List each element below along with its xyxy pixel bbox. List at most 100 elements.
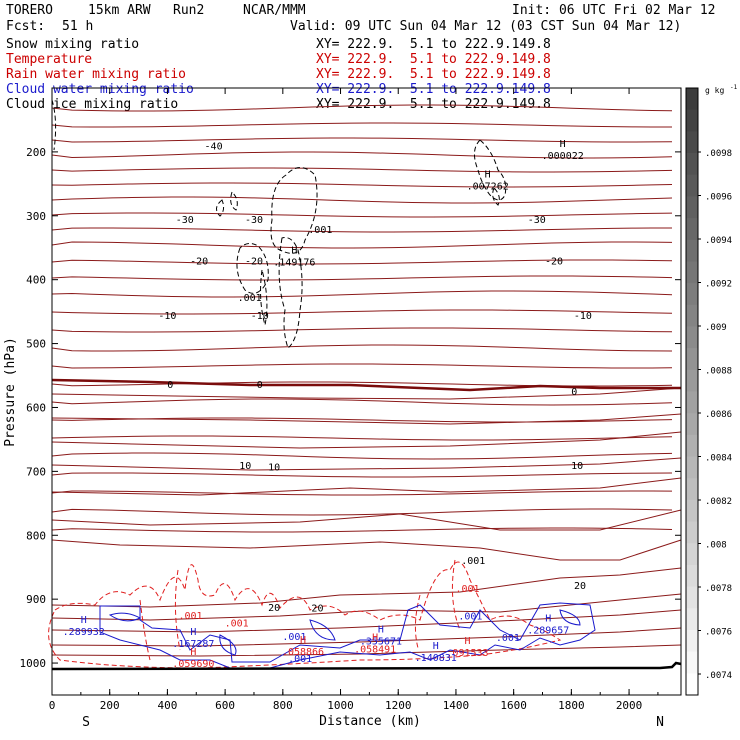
- isotherm-label: 20: [574, 581, 586, 592]
- ground-surface: [51, 661, 682, 671]
- isotherm-line: [51, 309, 673, 315]
- maximum-marker: H: [372, 632, 378, 643]
- colorbar-label: .0098: [705, 149, 732, 159]
- isotherm-label: -40: [205, 142, 223, 153]
- isotherm-label: -20: [545, 257, 563, 268]
- isotherm-line: [51, 413, 682, 425]
- x-axis-label: Distance (km): [319, 714, 421, 729]
- maximum-marker: H: [464, 636, 470, 647]
- run-label: Run2: [173, 3, 205, 18]
- colorbar-swatch: [686, 586, 698, 609]
- isotherm-line: [51, 527, 673, 533]
- isotherm-line: [51, 182, 673, 188]
- x-tick-label: 600: [215, 699, 235, 712]
- isotherm-line: [51, 644, 682, 657]
- isotherm-label: -10: [574, 311, 592, 322]
- isotherm-label: -10: [158, 311, 176, 322]
- maximum-value: .058491: [354, 644, 396, 655]
- isotherm-labels: -40 -30 -30 -30 -20 -20 -20 -10 -10 -10 0 0 0 10 10 10 2…: [158, 142, 592, 615]
- y-tick-label: 300: [26, 210, 46, 223]
- maximum-value: .001: [178, 611, 202, 622]
- isotherm-line: [51, 609, 682, 633]
- snow-contour: [236, 242, 269, 294]
- maximum-marker: H: [190, 647, 196, 658]
- isotherm-label: 0: [167, 380, 173, 391]
- isotherm-line: [51, 593, 682, 621]
- isotherm-line: [51, 290, 673, 298]
- colorbar-swatch: [686, 283, 698, 306]
- y-tick-label: 700: [26, 465, 46, 478]
- colorbar-label: .0082: [705, 497, 732, 507]
- colorbar-swatch: [686, 174, 698, 197]
- x-tick-label: 1800: [558, 699, 585, 712]
- init-time: Init: 06 UTC Fri 02 Mar 12: [512, 3, 716, 18]
- maximum-marker: H: [560, 139, 566, 150]
- isotherm-label: -30: [176, 215, 194, 226]
- maximum-value: .140831: [415, 653, 457, 664]
- model-name: TORERO: [6, 3, 53, 18]
- colorbar-label: .0096: [705, 193, 732, 203]
- maximum-value: .091533: [446, 648, 488, 659]
- colorbar-label: .0084: [705, 454, 732, 464]
- forecast-label: Fcst:: [6, 19, 46, 34]
- maximum-value: .001: [458, 612, 482, 623]
- isotherm-line: [51, 398, 673, 406]
- field-xy-cloud-ice: XY= 222.9. 5.1 to 222.9.149.8: [316, 97, 551, 112]
- x-tick-label: 400: [157, 699, 177, 712]
- isotherm-line: [51, 151, 673, 159]
- field-xy-cloud-water: XY= 222.9. 5.1 to 222.9.149.8: [316, 82, 551, 97]
- colorbar-swatch: [686, 196, 698, 219]
- y-tick-label: 200: [26, 146, 46, 159]
- colorbar-swatch: [686, 153, 698, 176]
- colorbar-unit-exponent: -1: [730, 84, 738, 91]
- maximum-marker: H: [485, 170, 491, 181]
- maximum-value: .001: [308, 225, 332, 236]
- isotherm-line: [51, 539, 682, 561]
- colorbar-label: .008: [705, 541, 727, 551]
- isotherm-line: [51, 435, 673, 441]
- colorbar-swatch: [686, 543, 698, 566]
- isotherm-line: [51, 259, 673, 265]
- field-xy-temperature: XY= 222.9. 5.1 to 222.9.149.8: [316, 52, 551, 67]
- isotherm-line: [51, 122, 673, 128]
- y-tick-label: 900: [26, 593, 46, 606]
- field-name-cloud-water: Cloud water mixing ratio: [6, 82, 194, 97]
- colorbar-swatch: [686, 434, 698, 458]
- colorbar-swatch: [686, 521, 698, 544]
- colorbar-label: .0078: [705, 584, 732, 594]
- y-axis-label: Pressure (hPa): [3, 337, 18, 447]
- colorbar-label: .0088: [705, 367, 732, 377]
- field-name-temperature: Temperature: [6, 52, 93, 67]
- isotherm-line: [51, 509, 682, 531]
- snow-contour: [260, 237, 303, 349]
- isotherm-label: -30: [245, 215, 263, 226]
- isotherm-line: [51, 241, 673, 249]
- plot-frame: [51, 87, 682, 696]
- isotherm-label: 10: [571, 461, 583, 472]
- y-tick-label: 600: [26, 401, 46, 414]
- isotherm-line: [51, 363, 673, 369]
- maximum-value: .001: [238, 293, 262, 304]
- colorbar-swatch: [686, 564, 698, 588]
- colorbar-swatch: [686, 369, 698, 392]
- maximum-value: .001: [455, 584, 479, 595]
- maximum-value: .007262: [467, 182, 509, 193]
- maximum-marker: H: [433, 641, 439, 652]
- isotherm-line: [51, 167, 673, 173]
- colorbar-label: .0092: [705, 280, 732, 290]
- x-tick-label: 1600: [500, 699, 527, 712]
- snow-contours: [51, 99, 507, 349]
- freezing-line: [51, 378, 681, 392]
- maxima-labels: H.000022H.007262.001H.149176.001.001.001…: [63, 139, 584, 670]
- isotherm-label: 10: [268, 462, 280, 473]
- maximum-value: .001: [461, 556, 485, 567]
- snow-contour: [216, 191, 238, 217]
- isotherm-line: [51, 275, 673, 281]
- isotherm-label: 0: [571, 387, 577, 398]
- valid-time: Valid: 09 UTC Sun 04 Mar 12 (03 CST Sun …: [290, 19, 682, 34]
- x-tick-label: 2000: [616, 699, 643, 712]
- colorbar-swatch: [686, 239, 698, 262]
- south-label: S: [82, 715, 90, 730]
- run-info: 15km ARW: [88, 3, 151, 18]
